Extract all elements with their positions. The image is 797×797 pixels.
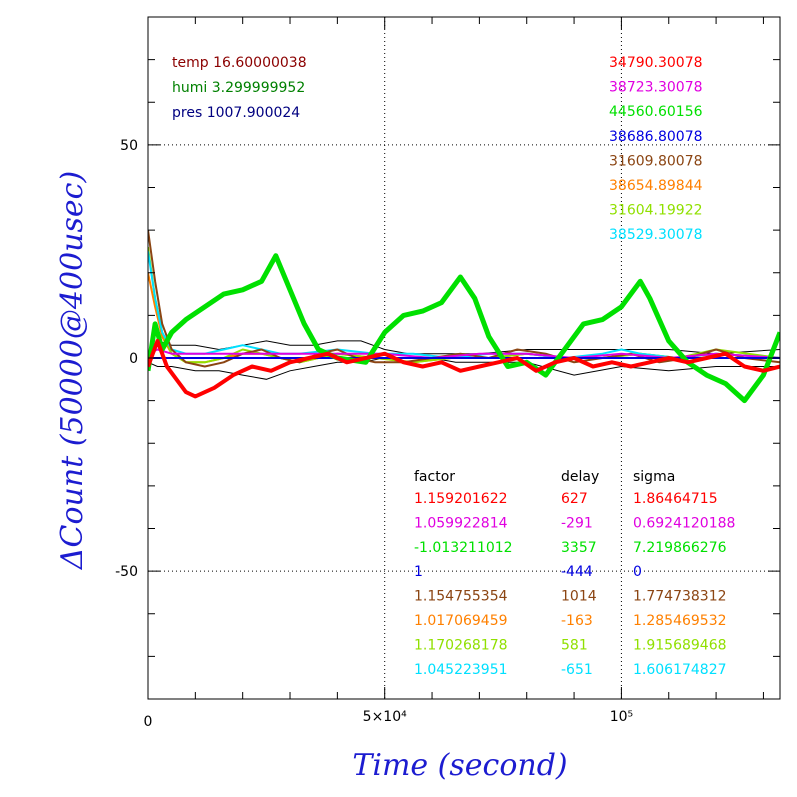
series-mean-label: 31604.19922: [609, 203, 703, 219]
series-factor-value: 1.159201622: [414, 491, 508, 507]
x-tick-label: 5×10⁴: [363, 709, 407, 725]
series-mean-label: 44560.60156: [609, 104, 703, 120]
series-sigma-value: 1.285469532: [633, 613, 727, 629]
series-sigma-value: 7.219866276: [633, 540, 727, 556]
series-delay-value: -444: [561, 564, 593, 580]
series-factor-value: 1.045223951: [414, 662, 508, 678]
reference-line: [148, 357, 780, 380]
series-delay-value: -163: [561, 613, 593, 629]
series-factor-value: 1.154755354: [414, 589, 508, 605]
series-sigma-value: 1.774738312: [633, 589, 727, 605]
series-layer: [148, 229, 780, 404]
table-header-factor: factor: [414, 469, 455, 485]
y-axis-title: ΔCount (50000@400usec): [55, 171, 90, 570]
environment-entry: humi 3.299999952: [172, 80, 305, 96]
series-delay-value: 1014: [561, 589, 597, 605]
environment-entry: pres 1007.900024: [172, 105, 300, 121]
y-tick-label: 50: [120, 138, 138, 154]
series-sigma-value: 1.915689468: [633, 637, 727, 653]
series-factor-value: 1.170268178: [414, 637, 508, 653]
environment-legend: temp 16.60000038 humi 3.299999952 pres 100…: [172, 55, 307, 121]
y-tick-label: 0: [129, 351, 138, 367]
series-factor-value: 1.017069459: [414, 613, 508, 629]
series-sigma-value: 0.6924120188: [633, 515, 735, 531]
series-delay-value: -651: [561, 662, 593, 678]
series-line-1: [148, 348, 780, 359]
series-mean-label: 38723.30078: [609, 80, 703, 96]
series-delay-value: 581: [561, 637, 588, 653]
series-delay-value: 3357: [561, 540, 597, 556]
table-header-sigma: sigma: [633, 469, 675, 485]
series-factor-value: -1.013211012: [414, 540, 513, 556]
x-tick-label: 0: [144, 714, 153, 730]
series-line-0: [148, 338, 780, 399]
series-sigma-value: 0: [633, 564, 642, 580]
series-mean-label: 34790.30078: [609, 55, 703, 71]
series-mean-label: 38529.30078: [609, 227, 703, 243]
series-line-7: [148, 251, 780, 359]
series-delay-value: -291: [561, 515, 593, 531]
axis-ticks: [148, 17, 780, 699]
reference-line: [148, 340, 780, 355]
axis-tick-labels: 0 5×10⁴ 10⁵ 50 0 -50: [115, 138, 633, 730]
series-mean-label: 38654.89844: [609, 178, 703, 194]
environment-entry: temp 16.60000038: [172, 55, 307, 71]
series-sigma-value: 1.606174827: [633, 662, 727, 678]
x-axis-title: Time (second): [352, 748, 567, 783]
x-tick-label: 10⁵: [610, 709, 633, 725]
series-line-4: [148, 229, 780, 368]
series-mean-label: 31609.80078: [609, 153, 703, 169]
series-line-2: [148, 253, 780, 404]
series-parameter-table: factor delay sigma 1.159201622 627 1.86464…: [414, 469, 735, 678]
series-factor-value: 1.059922814: [414, 515, 508, 531]
series-mean-label: 38686.80078: [609, 129, 703, 145]
table-header-delay: delay: [561, 469, 599, 485]
y-tick-label: -50: [115, 564, 138, 580]
series-delay-value: 627: [561, 491, 588, 507]
series-sigma-value: 1.86464715: [633, 491, 718, 507]
series-factor-value: 1: [414, 564, 423, 580]
series-mean-legend: 34790.30078 38723.30078 44560.60156 38686.8…: [609, 55, 703, 243]
